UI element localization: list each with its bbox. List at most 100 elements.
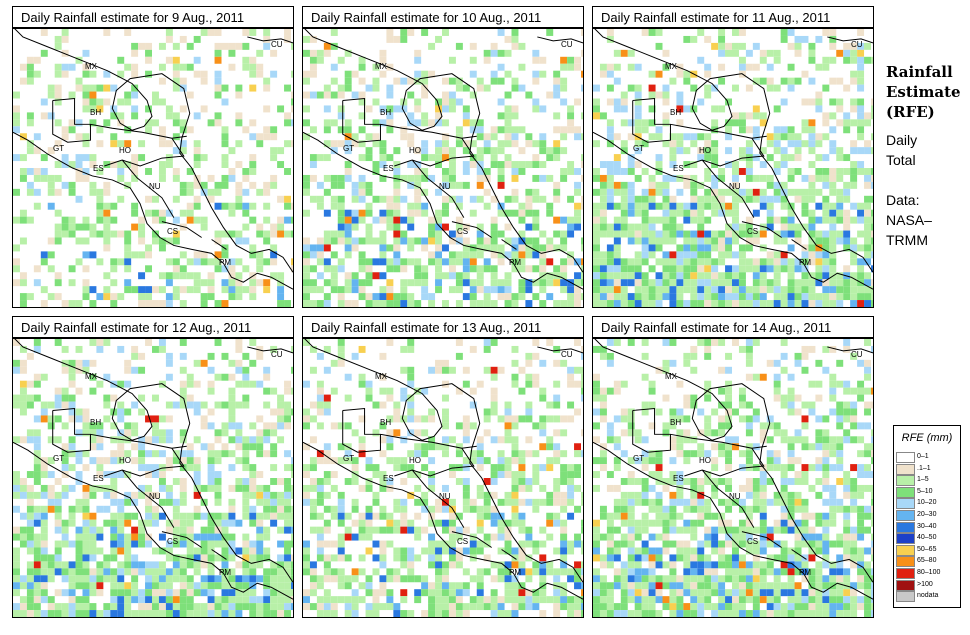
country-label: CU: [561, 350, 573, 359]
legend-item: 0–1: [896, 452, 959, 463]
color-legend: RFE (mm) 0–1 .1–1 1–5 5–10 10–20 20–30 30–40 40…: [893, 425, 961, 608]
country-label: BH: [380, 418, 392, 427]
legend-label: 50–65: [917, 545, 937, 553]
legend-label: 80–100: [917, 569, 941, 576]
rainfall-panel: Daily Rainfall estimate for 14 Aug., 201…: [592, 316, 874, 618]
panel-title: Daily Rainfall estimate for 10 Aug., 201…: [302, 6, 584, 28]
country-label: PM: [509, 568, 521, 577]
country-label: PM: [799, 568, 811, 577]
country-label: HO: [119, 146, 131, 155]
country-label: BH: [90, 108, 102, 117]
legend-item: >100: [896, 579, 959, 591]
rainfall-map: MX CU BH GT HO ES NU CS PM: [592, 28, 874, 308]
country-label: CS: [167, 227, 179, 236]
country-label: GT: [343, 144, 355, 153]
legend-swatch: [896, 486, 915, 498]
country-label: NU: [439, 492, 451, 501]
legend-label: 5–10: [917, 487, 933, 495]
country-label: NU: [439, 182, 451, 191]
legend-item: 80–100: [896, 568, 959, 579]
legend-item: 20–30: [896, 510, 959, 521]
legend-swatch: [896, 498, 915, 510]
panel-title: Daily Rainfall estimate for 14 Aug., 201…: [592, 316, 874, 338]
legend-swatch: [896, 521, 915, 533]
country-label: ES: [673, 474, 684, 483]
country-label: CU: [851, 350, 863, 359]
panel-title: Daily Rainfall estimate for 11 Aug., 201…: [592, 6, 874, 28]
heading-line-2: Estimate: [886, 83, 961, 101]
rainfall-panel: Daily Rainfall estimate for 12 Aug., 201…: [12, 316, 294, 618]
rainfall-map: MX CU BH GT HO ES NU CS PM: [302, 338, 584, 618]
legend-label: >100: [917, 580, 933, 588]
country-label: CS: [747, 537, 759, 546]
total-label: Total: [886, 152, 916, 168]
legend-swatch: [896, 591, 915, 603]
legend-swatch: [896, 579, 915, 591]
legend-item: 10–20: [896, 498, 959, 510]
rainfall-panel: Daily Rainfall estimate for 9 Aug., 2011…: [12, 6, 294, 308]
rainfall-panel: Daily Rainfall estimate for 10 Aug., 201…: [302, 6, 584, 308]
legend-item: .1–1: [896, 463, 959, 475]
country-label: CU: [271, 40, 283, 49]
daily-label: Daily: [886, 132, 918, 148]
legend-label: 30–40: [917, 522, 937, 530]
country-label: CS: [457, 537, 469, 546]
country-label: ES: [93, 474, 104, 483]
country-label: ES: [673, 164, 684, 173]
legend-label: 65–80: [917, 557, 937, 565]
legend-swatch: [896, 556, 915, 568]
country-label: PM: [219, 568, 231, 577]
heading-line-1: Rainfall: [886, 63, 953, 81]
country-label: HO: [699, 456, 711, 465]
country-label: NU: [149, 182, 161, 191]
rainfall-map: MX CU BH GT HO ES NU CS PM: [12, 28, 294, 308]
country-label: MX: [85, 62, 97, 71]
legend-swatch: [896, 510, 915, 521]
rainfall-panel: Daily Rainfall estimate for 13 Aug., 201…: [302, 316, 584, 618]
panel-title: Daily Rainfall estimate for 9 Aug., 2011: [12, 6, 294, 28]
country-label: BH: [380, 108, 392, 117]
legend-item: 30–40: [896, 521, 959, 533]
legend-swatch: [896, 568, 915, 579]
legend-item: nodata: [896, 591, 959, 603]
country-label: GT: [53, 454, 65, 463]
legend-heading: Rainfall Estimate (RFE): [886, 62, 970, 122]
country-label: CU: [561, 40, 573, 49]
country-label: PM: [509, 258, 521, 267]
legend-item: 65–80: [896, 556, 959, 568]
legend-label: 10–20: [917, 499, 937, 507]
country-label: HO: [409, 456, 421, 465]
country-label: MX: [665, 62, 677, 71]
panel-title: Daily Rainfall estimate for 12 Aug., 201…: [12, 316, 294, 338]
rainfall-map: MX CU BH GT HO ES NU CS PM: [592, 338, 874, 618]
data-label: Data:: [886, 192, 920, 208]
legend-item: 1–5: [896, 475, 959, 487]
rainfall-panel: Daily Rainfall estimate for 11 Aug., 201…: [592, 6, 874, 308]
country-label: HO: [699, 146, 711, 155]
country-label: BH: [90, 418, 102, 427]
legend-label: 0–1: [917, 453, 929, 460]
country-label: GT: [633, 144, 645, 153]
legend-label: nodata: [917, 592, 939, 600]
country-label: GT: [633, 454, 645, 463]
legend-swatch: [896, 475, 915, 487]
legend-swatch: [896, 533, 915, 545]
country-label: NU: [729, 182, 741, 191]
rainfall-map: MX CU BH GT HO ES NU CS PM: [12, 338, 294, 618]
legend-item: 50–65: [896, 544, 959, 556]
country-label: NU: [729, 492, 741, 501]
country-label: HO: [119, 456, 131, 465]
country-label: BH: [670, 418, 682, 427]
country-label: ES: [383, 474, 394, 483]
country-label: GT: [343, 454, 355, 463]
source-line-1: NASA–: [886, 212, 932, 228]
country-label: NU: [149, 492, 161, 501]
country-label: MX: [375, 62, 387, 71]
legend-label: 40–50: [917, 534, 937, 542]
country-label: MX: [85, 372, 97, 381]
country-label: CU: [271, 350, 283, 359]
country-label: BH: [670, 108, 682, 117]
country-label: ES: [93, 164, 104, 173]
country-label: CS: [747, 227, 759, 236]
country-label: ES: [383, 164, 394, 173]
